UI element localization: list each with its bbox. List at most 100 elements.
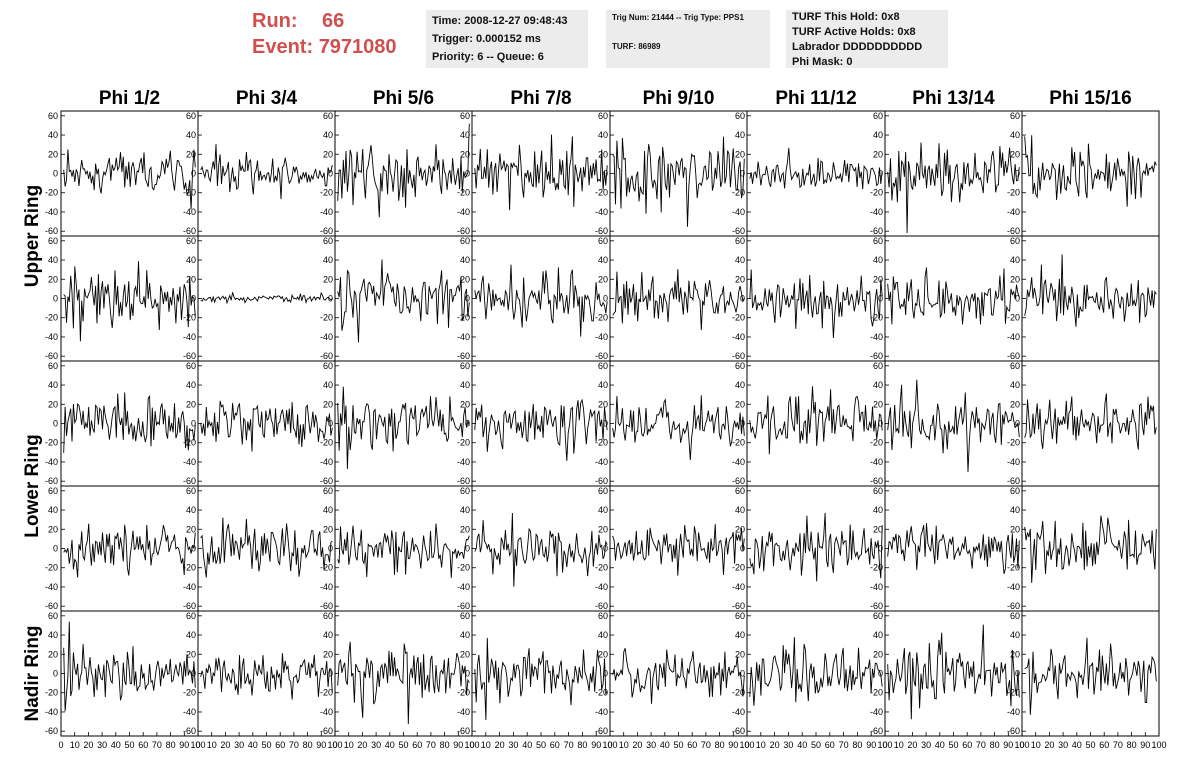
y-tick-label: 0	[465, 544, 470, 554]
y-tick-label: -60	[183, 226, 196, 236]
x-tick-label: 80	[990, 740, 1000, 750]
waveform-trace	[887, 523, 1020, 574]
y-tick-label: 20	[323, 149, 333, 159]
y-tick-label: -60	[870, 226, 883, 236]
y-tick-label: -40	[320, 457, 333, 467]
x-tick-label: 10	[344, 740, 354, 750]
waveform-trace	[200, 653, 333, 700]
y-tick-label: -20	[183, 563, 196, 573]
y-tick-label: -40	[595, 582, 608, 592]
y-tick-label: -60	[732, 601, 745, 611]
y-tick-label: -60	[732, 476, 745, 486]
turf-info-box: TURF This Hold: 0x8 TURF Active Holds: 0…	[786, 10, 948, 68]
y-tick-label: 20	[48, 149, 58, 159]
x-tick-label: 40	[660, 740, 670, 750]
y-tick-label: 20	[186, 524, 196, 534]
y-tick-label: -60	[595, 351, 608, 361]
y-tick-label: -20	[732, 188, 745, 198]
y-tick-label: 60	[323, 486, 333, 496]
y-tick-label: 60	[48, 361, 58, 371]
y-tick-label: -20	[457, 688, 470, 698]
y-tick-label: -20	[45, 563, 58, 573]
y-tick-label: 60	[186, 611, 196, 621]
waveform-trace	[887, 379, 1020, 472]
waveform-trace	[200, 517, 333, 578]
panel-frame	[1021, 110, 1160, 237]
x-tick-label: 100	[1014, 740, 1029, 750]
x-tick-label: 0	[469, 740, 474, 750]
x-tick-label: 50	[261, 740, 271, 750]
y-tick-label: -40	[183, 207, 196, 217]
y-tick-label: 0	[740, 669, 745, 679]
y-tick-label: 0	[465, 669, 470, 679]
x-tick-label: 100	[464, 740, 479, 750]
row-group-label: Lower Ring	[22, 434, 43, 537]
x-tick-label: 30	[1058, 740, 1068, 750]
waveform-trace	[749, 512, 883, 582]
y-tick-label: 20	[735, 274, 745, 284]
y-tick-label: 0	[740, 419, 745, 429]
y-tick-label: 60	[1010, 611, 1020, 621]
y-tick-label: 60	[735, 361, 745, 371]
x-tick-label: 70	[426, 740, 436, 750]
y-tick-label: -20	[457, 188, 470, 198]
x-tick-label: 30	[508, 740, 518, 750]
y-tick-label: -60	[870, 476, 883, 486]
y-tick-label: 60	[598, 236, 608, 246]
x-tick-label: 0	[1019, 740, 1024, 750]
y-tick-label: -40	[1007, 207, 1020, 217]
y-tick-label: -40	[320, 332, 333, 342]
y-tick-label: 20	[323, 649, 333, 659]
x-tick-label: 40	[248, 740, 258, 750]
y-tick-label: -60	[732, 226, 745, 236]
y-tick-label: 60	[48, 486, 58, 496]
y-tick-label: -40	[732, 332, 745, 342]
x-tick-label: 90	[1003, 740, 1013, 750]
y-tick-label: 20	[460, 149, 470, 159]
y-tick-label: 40	[873, 130, 883, 140]
waveform-trace	[63, 621, 196, 712]
waveform-trace	[200, 400, 333, 452]
y-tick-label: 20	[735, 649, 745, 659]
y-tick-label: 0	[603, 419, 608, 429]
y-tick-label: -60	[457, 476, 470, 486]
y-tick-label: 40	[598, 630, 608, 640]
waveform-trace	[63, 261, 196, 342]
time-line: Time: 2008-12-27 09:48:43	[432, 15, 568, 27]
y-tick-label: -40	[595, 207, 608, 217]
y-tick-label: 20	[186, 274, 196, 284]
x-tick-label: 90	[316, 740, 326, 750]
y-tick-label: 0	[191, 419, 196, 429]
y-tick-label: -20	[320, 688, 333, 698]
run-event-box: Run: 66 Event: 7971080	[252, 8, 422, 60]
x-tick-label: 20	[495, 740, 505, 750]
y-tick-label: 20	[735, 399, 745, 409]
x-tick-label: 30	[97, 740, 107, 750]
y-tick-label: 0	[740, 544, 745, 554]
y-tick-label: 0	[603, 669, 608, 679]
y-tick-label: 20	[598, 649, 608, 659]
y-tick-label: 60	[1010, 111, 1020, 121]
y-tick-label: -60	[870, 351, 883, 361]
y-tick-label: -60	[320, 226, 333, 236]
y-tick-label: -20	[870, 188, 883, 198]
y-tick-label: -20	[732, 688, 745, 698]
panel-frame	[884, 110, 1023, 237]
column-header: Phi 13/14	[912, 88, 995, 109]
y-tick-label: 0	[328, 669, 333, 679]
x-tick-label: 50	[536, 740, 546, 750]
y-tick-label: 60	[323, 611, 333, 621]
y-tick-label: -60	[1007, 726, 1020, 736]
trig-num-line: Trig Num: 21444 -- Trig Type: PPS1	[612, 13, 744, 22]
y-tick-label: -40	[320, 707, 333, 717]
y-tick-label: 40	[735, 255, 745, 265]
y-tick-label: -60	[45, 351, 58, 361]
y-tick-label: 40	[48, 255, 58, 265]
event-value: 7971080	[318, 36, 397, 58]
y-tick-label: 0	[328, 294, 333, 304]
priority-line: Priority: 6 -- Queue: 6	[432, 51, 544, 63]
x-tick-label: 100	[739, 740, 754, 750]
y-tick-label: -40	[183, 457, 196, 467]
waveform-trace	[612, 395, 745, 461]
y-tick-label: -40	[1007, 707, 1020, 717]
